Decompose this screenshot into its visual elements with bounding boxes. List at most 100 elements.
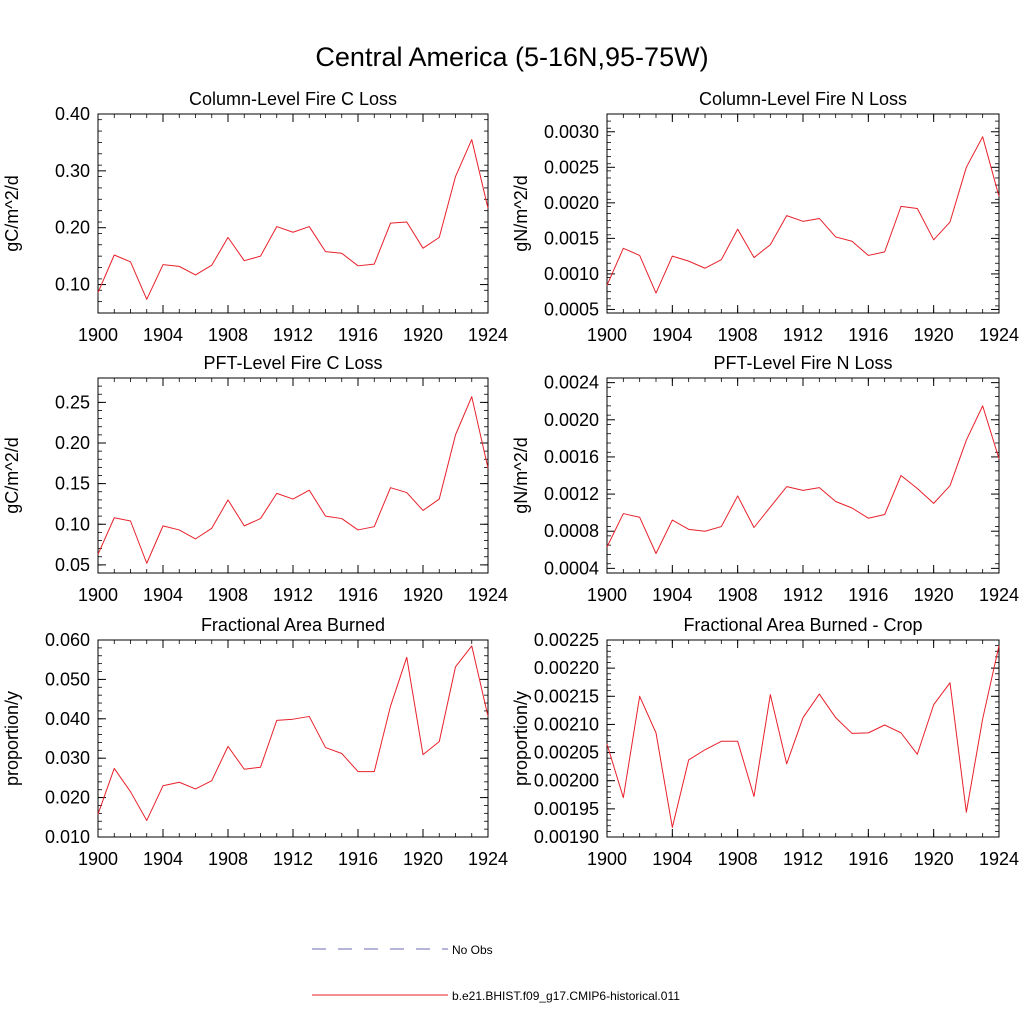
y-tick-label: 0.20 [55,218,90,238]
chart-panel-4: 1900 1904 1908 1912 1916 1920 1924 0.0004 0.0008… [511,353,1019,605]
y-tick-label: 0.00195 [534,799,599,819]
plot-frame [97,113,489,314]
x-tick-label: 1924 [468,849,508,869]
y-tick-label: 0.040 [45,709,90,729]
legend: No Obs b.e21.BHIST.f09_g17.CMIP6-histori… [312,943,680,1003]
legend-label-no-obs: No Obs [452,943,493,957]
panel-title: PFT-Level Fire C Loss [203,353,382,373]
x-tick-label: 1900 [78,325,118,345]
panel-title: Fractional Area Burned - Crop [683,615,922,635]
x-tick-label: 1916 [848,585,888,605]
figure-title: Central America (5-16N,95-75W) [315,42,708,72]
x-tick-label: 1920 [914,585,954,605]
x-tick-label: 1912 [273,585,313,605]
y-tick-label: 0.05 [55,555,90,575]
y-tick-label: 0.00210 [534,714,599,734]
y-tick-label: 0.00205 [534,743,599,763]
y-tick-label: 0.0004 [544,558,599,578]
plot-frame [97,639,489,838]
y-tick-label: 0.00220 [534,658,599,678]
x-tick-label: 1900 [587,849,627,869]
x-tick-label: 1916 [848,849,888,869]
y-tick-label: 0.30 [55,161,90,181]
x-tick-label: 1904 [652,849,692,869]
x-tick-label: 1908 [718,585,758,605]
y-tick-label: 0.060 [45,630,90,650]
x-tick-label: 1908 [208,325,248,345]
x-tick-label: 1908 [208,585,248,605]
y-tick-label: 0.25 [55,392,90,412]
x-tick-label: 1924 [468,325,508,345]
plot-frame [606,377,1000,574]
y-axis-label: gC/m^2/d [2,175,22,251]
x-tick-label: 1912 [273,325,313,345]
x-tick-label: 1904 [143,585,183,605]
panel-title: PFT-Level Fire N Loss [713,353,892,373]
y-tick-label: 0.0008 [544,521,599,541]
y-tick-label: 0.050 [45,669,90,689]
panel-title: Fractional Area Burned [201,615,385,635]
chart-panel-3: 1900 1904 1908 1912 1916 1920 1924 0.05 0.10 0.15… [2,353,508,605]
y-tick-label: 0.20 [55,433,90,453]
x-tick-label: 1908 [718,849,758,869]
x-tick-label: 1900 [78,849,118,869]
chart-panel-2: 1900 1904 1908 1912 1916 1920 1924 0.0005 0.0010… [511,89,1019,345]
series-line [606,645,1000,828]
y-tick-label: 0.10 [55,275,90,295]
y-tick-label: 0.00225 [534,630,599,650]
x-tick-label: 1916 [338,585,378,605]
x-tick-label: 1904 [143,849,183,869]
y-axis-label: proportion/y [2,691,22,786]
series-line [97,645,489,821]
y-tick-label: 0.00190 [534,827,599,847]
x-tick-label: 1924 [979,325,1019,345]
chart-panel-6: 1900 1904 1908 1912 1916 1920 1924 0.00190 0.001… [511,615,1019,869]
x-tick-label: 1904 [652,325,692,345]
x-tick-label: 1920 [403,849,443,869]
x-tick-label: 1904 [143,325,183,345]
series-line [606,136,1000,294]
x-tick-label: 1924 [468,585,508,605]
legend-label-model: b.e21.BHIST.f09_g17.CMIP6-historical.011 [452,989,680,1003]
x-tick-label: 1920 [403,585,443,605]
y-tick-label: 0.0024 [544,373,599,393]
y-tick-label: 0.40 [55,104,90,124]
x-tick-label: 1916 [338,849,378,869]
y-axis-label: gC/m^2/d [2,437,22,513]
x-tick-label: 1920 [914,325,954,345]
x-tick-label: 1920 [914,849,954,869]
panel-title: Column-Level Fire N Loss [699,89,907,109]
x-tick-label: 1916 [338,325,378,345]
x-tick-label: 1924 [979,849,1019,869]
y-tick-label: 0.0012 [544,484,599,504]
y-tick-label: 0.0016 [544,447,599,467]
x-tick-label: 1912 [783,849,823,869]
y-tick-label: 0.15 [55,474,90,494]
x-tick-label: 1908 [718,325,758,345]
y-tick-label: 0.00215 [534,686,599,706]
y-tick-label: 0.10 [55,514,90,534]
x-tick-label: 1900 [587,325,627,345]
y-tick-label: 0.0010 [544,264,599,284]
chart-panel-5: 1900 1904 1908 1912 1916 1920 1924 0.010 0.020 0.… [2,615,508,869]
x-tick-label: 1904 [652,585,692,605]
panel-title: Column-Level Fire C Loss [189,89,397,109]
y-tick-label: 0.0020 [544,410,599,430]
x-tick-label: 1924 [979,585,1019,605]
chart-panels: 1900 1904 1908 1912 1916 1920 1924 0.10 0.20 0.30… [2,89,1019,869]
y-tick-label: 0.020 [45,788,90,808]
y-tick-label: 0.030 [45,748,90,768]
plot-frame [97,377,489,574]
x-tick-label: 1916 [848,325,888,345]
chart-panel-1: 1900 1904 1908 1912 1916 1920 1924 0.10 0.20 0.30… [2,89,508,345]
x-tick-label: 1912 [273,849,313,869]
y-tick-label: 0.0015 [544,228,599,248]
y-axis-label: gN/m^2/d [511,175,531,251]
series-line [606,405,1000,554]
y-tick-label: 0.0030 [544,122,599,142]
plot-frame [606,113,1000,314]
y-tick-label: 0.0020 [544,193,599,213]
series-line [97,139,489,300]
series-line [97,396,489,564]
y-tick-label: 0.010 [45,827,90,847]
